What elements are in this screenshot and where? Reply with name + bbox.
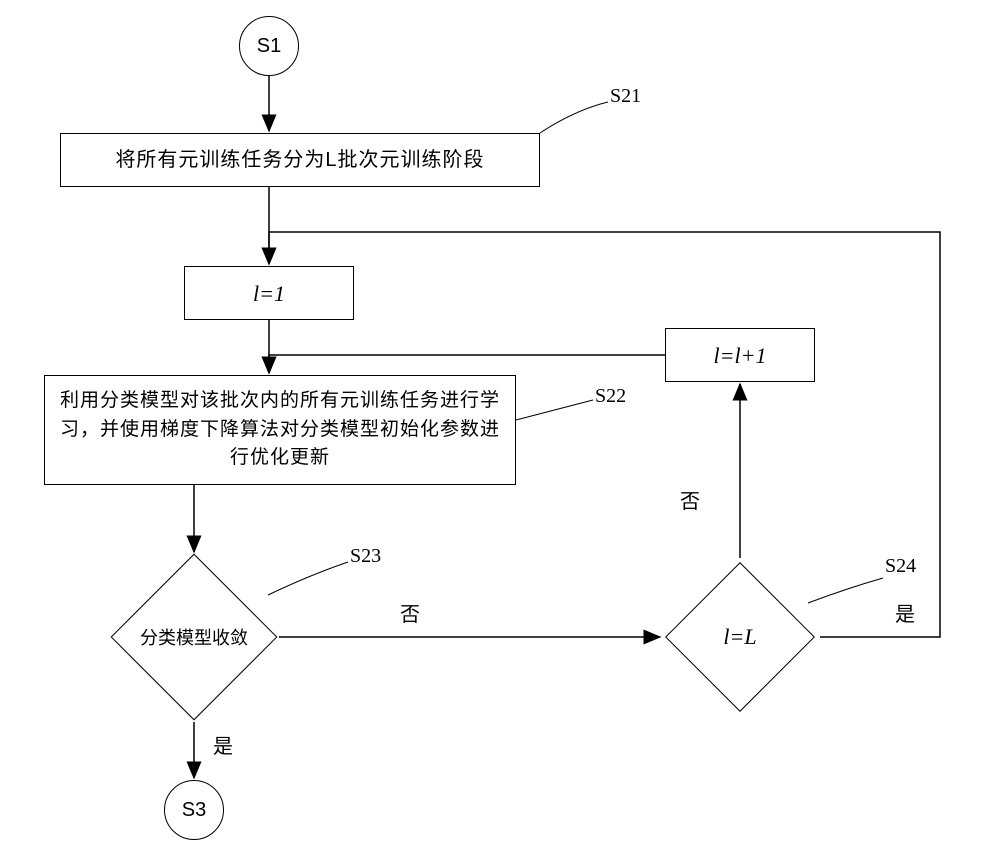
node-s3-label: S3 — [182, 799, 206, 822]
node-s22: 利用分类模型对该批次内的所有元训练任务进行学习，并使用梯度下降算法对分类模型初始… — [44, 375, 516, 485]
callout-s22: S22 — [595, 385, 626, 408]
node-s21: 将所有元训练任务分为L批次元训练阶段 — [60, 133, 540, 187]
node-s3: S3 — [164, 780, 224, 840]
node-s23: 分类模型收敛 — [135, 578, 253, 696]
callout-s21: S21 — [610, 85, 641, 108]
node-l1: l=1 — [184, 266, 354, 320]
node-inc: l=l+1 — [665, 328, 815, 382]
edge-label-s24-no: 否 — [680, 485, 700, 514]
edge-label-s23-no: 否 — [400, 598, 420, 627]
callout-s23: S23 — [350, 545, 381, 568]
node-s21-label: 将所有元训练任务分为L批次元训练阶段 — [115, 145, 484, 175]
node-s24: l=L — [687, 584, 793, 690]
edge-label-s23-yes: 是 — [213, 730, 233, 759]
node-s24-label: l=L — [723, 624, 756, 650]
callout-s24: S24 — [885, 555, 916, 578]
node-inc-label: l=l+1 — [714, 339, 767, 372]
node-s23-label: 分类模型收敛 — [140, 624, 248, 650]
node-s1: S1 — [239, 16, 299, 76]
node-l1-label: l=1 — [253, 277, 285, 310]
edge-label-s24-yes: 是 — [895, 598, 915, 627]
flowchart-canvas: S1 将所有元训练任务分为L批次元训练阶段 l=1 利用分类模型对该批次内的所有… — [0, 0, 1000, 855]
node-s1-label: S1 — [257, 35, 281, 58]
node-s22-label: 利用分类模型对该批次内的所有元训练任务进行学习，并使用梯度下降算法对分类模型初始… — [57, 387, 503, 473]
